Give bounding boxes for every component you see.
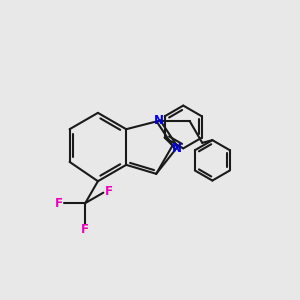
Text: F: F bbox=[55, 196, 63, 210]
Text: N: N bbox=[172, 142, 182, 155]
Text: N: N bbox=[153, 115, 164, 128]
Text: F: F bbox=[105, 185, 112, 198]
Text: F: F bbox=[81, 223, 89, 236]
